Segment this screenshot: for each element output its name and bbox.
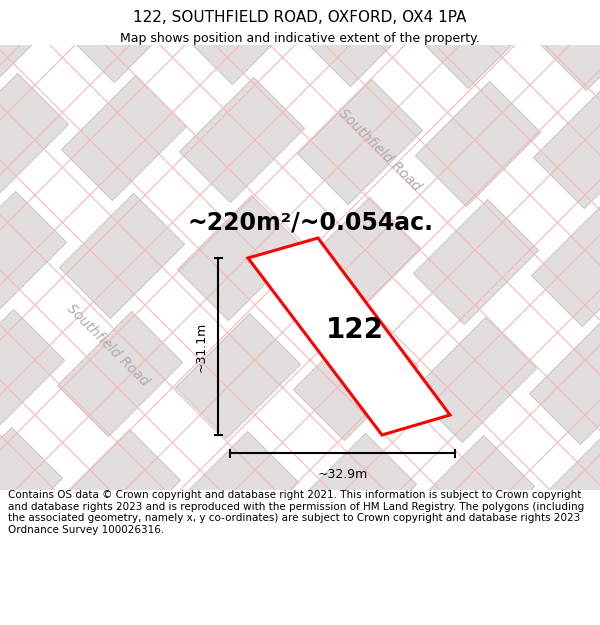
Text: Southfield Road: Southfield Road [64,301,152,389]
Polygon shape [298,79,422,204]
Polygon shape [292,433,416,559]
Polygon shape [181,0,307,84]
Polygon shape [526,556,600,625]
Text: 122, SOUTHFIELD ROAD, OXFORD, OX4 1PA: 122, SOUTHFIELD ROAD, OXFORD, OX4 1PA [133,10,467,25]
Polygon shape [532,201,600,327]
Polygon shape [533,83,600,209]
Polygon shape [0,191,67,317]
Text: ~220m²/~0.054ac.: ~220m²/~0.054ac. [187,210,433,234]
Polygon shape [58,311,182,437]
Text: ~32.9m: ~32.9m [317,468,368,481]
Polygon shape [61,76,187,201]
Polygon shape [409,436,535,561]
Polygon shape [295,198,421,322]
Polygon shape [299,0,425,87]
Polygon shape [412,318,536,442]
Polygon shape [535,0,600,91]
Polygon shape [0,428,62,552]
Polygon shape [248,238,450,435]
Polygon shape [0,546,61,625]
Text: ~31.1m: ~31.1m [195,321,208,372]
Polygon shape [407,553,533,625]
Polygon shape [0,309,65,434]
Polygon shape [418,0,542,89]
Polygon shape [55,429,181,554]
Polygon shape [415,81,541,207]
Polygon shape [53,548,179,625]
Polygon shape [289,551,415,625]
Text: Contains OS data © Crown copyright and database right 2021. This information is : Contains OS data © Crown copyright and d… [8,490,584,535]
Polygon shape [0,0,71,81]
Polygon shape [0,73,68,199]
Polygon shape [178,196,302,321]
Polygon shape [173,431,299,557]
Polygon shape [529,319,600,444]
Polygon shape [179,78,305,202]
Polygon shape [293,316,419,441]
Polygon shape [527,438,600,562]
Text: Map shows position and indicative extent of the property.: Map shows position and indicative extent… [120,32,480,46]
Polygon shape [172,549,296,625]
Text: Southfield Road: Southfield Road [336,106,424,194]
Polygon shape [413,199,539,324]
Polygon shape [175,313,301,439]
Text: 122: 122 [326,316,384,344]
Polygon shape [64,0,188,82]
Polygon shape [59,193,185,319]
